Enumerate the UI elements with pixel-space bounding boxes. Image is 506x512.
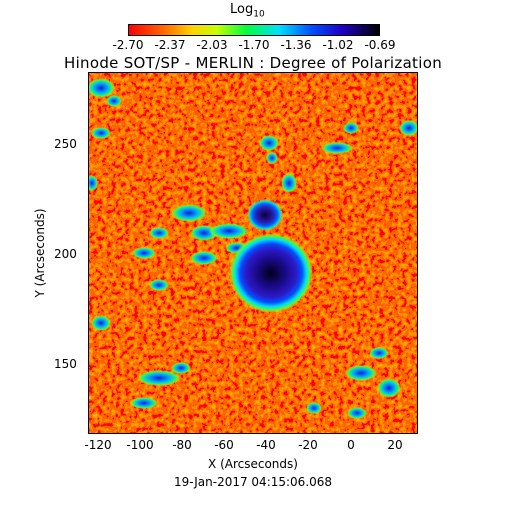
x-tick-label: -40: [256, 438, 276, 452]
colorbar-title: Log10: [230, 2, 265, 20]
x-tick-label: -80: [172, 438, 192, 452]
colorbar-tick: -2.03: [196, 38, 228, 52]
polarization-image: [89, 73, 417, 433]
colorbar-tick: -2.70: [112, 38, 144, 52]
colorbar-tick: -1.36: [280, 38, 312, 52]
polarization-map: [88, 72, 418, 434]
x-tick-label: 0: [347, 438, 355, 452]
y-tick-label: 200: [54, 247, 77, 261]
colorbar: [128, 24, 380, 36]
colorbar-tick: -1.70: [238, 38, 270, 52]
x-tick-label: -60: [214, 438, 234, 452]
y-tick-label: 250: [54, 137, 77, 151]
colorbar-tick: -0.69: [364, 38, 396, 52]
x-tick-label: -120: [84, 438, 112, 452]
x-tick-label: -20: [298, 438, 318, 452]
y-tick-label: 150: [54, 357, 77, 371]
x-tick-label: 20: [387, 438, 403, 452]
observation-timestamp: 19-Jan-2017 04:15:06.068: [173, 475, 333, 489]
x-tick-label: -100: [126, 438, 154, 452]
colorbar-tick: -1.02: [322, 38, 354, 52]
y-axis-label: Y (Arcseconds): [33, 208, 47, 298]
x-axis-label: X (Arcseconds): [208, 457, 298, 471]
plot-title: Hinode SOT/SP - MERLIN : Degree of Polar…: [63, 54, 442, 72]
colorbar-tick: -2.37: [154, 38, 186, 52]
